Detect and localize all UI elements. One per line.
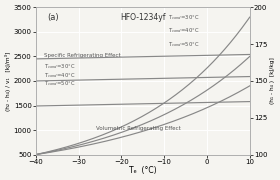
Text: (a): (a) bbox=[47, 13, 59, 22]
Text: Volumetric Refrigerating Effect: Volumetric Refrigerating Effect bbox=[96, 126, 180, 130]
Y-axis label: (h₂ - h₄) / v₁   [kJ/m³]: (h₂ - h₄) / v₁ [kJ/m³] bbox=[5, 51, 11, 111]
Text: Specific Refrigerating Effect: Specific Refrigerating Effect bbox=[44, 53, 121, 59]
Text: T$_{cond}$=40°C: T$_{cond}$=40°C bbox=[168, 26, 200, 35]
Text: HFO-1234yf: HFO-1234yf bbox=[120, 13, 165, 22]
Text: T$_{cond}$=30°C: T$_{cond}$=30°C bbox=[44, 62, 76, 71]
X-axis label: Tₑ  (°C): Tₑ (°C) bbox=[129, 166, 157, 175]
Y-axis label: (h₁ - h₄ )  [kJ/kg]: (h₁ - h₄ ) [kJ/kg] bbox=[270, 58, 275, 104]
Text: T$_{cond}$=30°C: T$_{cond}$=30°C bbox=[168, 13, 200, 22]
Text: T$_{cond}$=50°C: T$_{cond}$=50°C bbox=[168, 40, 200, 49]
Text: T$_{cond}$=40°C: T$_{cond}$=40°C bbox=[44, 71, 76, 80]
Text: T$_{cond}$=50°C: T$_{cond}$=50°C bbox=[44, 79, 76, 88]
